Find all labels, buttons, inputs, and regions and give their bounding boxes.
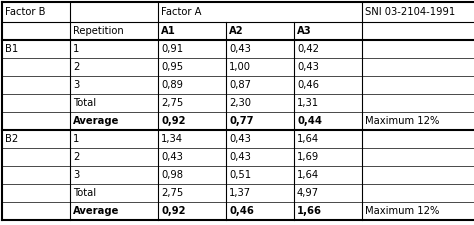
Text: 0,77: 0,77 xyxy=(229,116,254,126)
Text: 2: 2 xyxy=(73,62,79,72)
Text: Repetition: Repetition xyxy=(73,26,124,36)
Text: 2,75: 2,75 xyxy=(161,188,183,198)
Text: 1: 1 xyxy=(73,134,79,144)
Text: Maximum 12%: Maximum 12% xyxy=(365,116,439,126)
Text: Average: Average xyxy=(73,116,119,126)
Text: 0,42: 0,42 xyxy=(297,44,319,54)
Text: 0,89: 0,89 xyxy=(161,80,183,90)
Text: Maximum 12%: Maximum 12% xyxy=(365,206,439,216)
Text: 1,64: 1,64 xyxy=(297,134,319,144)
Text: 3: 3 xyxy=(73,80,79,90)
Text: 0,92: 0,92 xyxy=(161,116,185,126)
Text: A3: A3 xyxy=(297,26,311,36)
Text: 1,34: 1,34 xyxy=(161,134,183,144)
Text: Factor B: Factor B xyxy=(5,7,46,17)
Text: 2,30: 2,30 xyxy=(229,98,251,108)
Text: 1,31: 1,31 xyxy=(297,98,319,108)
Text: Average: Average xyxy=(73,206,119,216)
Text: 0,95: 0,95 xyxy=(161,62,183,72)
Text: SNI 03-2104-1991: SNI 03-2104-1991 xyxy=(365,7,455,17)
Text: 1: 1 xyxy=(73,44,79,54)
Text: 0,44: 0,44 xyxy=(297,116,322,126)
Text: 0,92: 0,92 xyxy=(161,206,185,216)
Text: 0,46: 0,46 xyxy=(229,206,254,216)
Text: 0,51: 0,51 xyxy=(229,170,251,180)
Text: 0,98: 0,98 xyxy=(161,170,183,180)
Text: B1: B1 xyxy=(5,44,18,54)
Text: 0,46: 0,46 xyxy=(297,80,319,90)
Text: 0,43: 0,43 xyxy=(229,44,251,54)
Text: 1,69: 1,69 xyxy=(297,152,319,162)
Text: 0,43: 0,43 xyxy=(161,152,183,162)
Text: 0,87: 0,87 xyxy=(229,80,251,90)
Text: 1,37: 1,37 xyxy=(229,188,251,198)
Text: B2: B2 xyxy=(5,134,18,144)
Text: 2: 2 xyxy=(73,152,79,162)
Text: 4,97: 4,97 xyxy=(297,188,319,198)
Text: 0,43: 0,43 xyxy=(297,62,319,72)
Text: 1,64: 1,64 xyxy=(297,170,319,180)
Text: 3: 3 xyxy=(73,170,79,180)
Text: 1,00: 1,00 xyxy=(229,62,251,72)
Text: Factor A: Factor A xyxy=(161,7,201,17)
Text: A1: A1 xyxy=(161,26,176,36)
Text: Total: Total xyxy=(73,98,96,108)
Text: 2,75: 2,75 xyxy=(161,98,183,108)
Text: 0,43: 0,43 xyxy=(229,134,251,144)
Text: 0,91: 0,91 xyxy=(161,44,183,54)
Text: A2: A2 xyxy=(229,26,244,36)
Text: 0,43: 0,43 xyxy=(229,152,251,162)
Text: 1,66: 1,66 xyxy=(297,206,322,216)
Text: Total: Total xyxy=(73,188,96,198)
